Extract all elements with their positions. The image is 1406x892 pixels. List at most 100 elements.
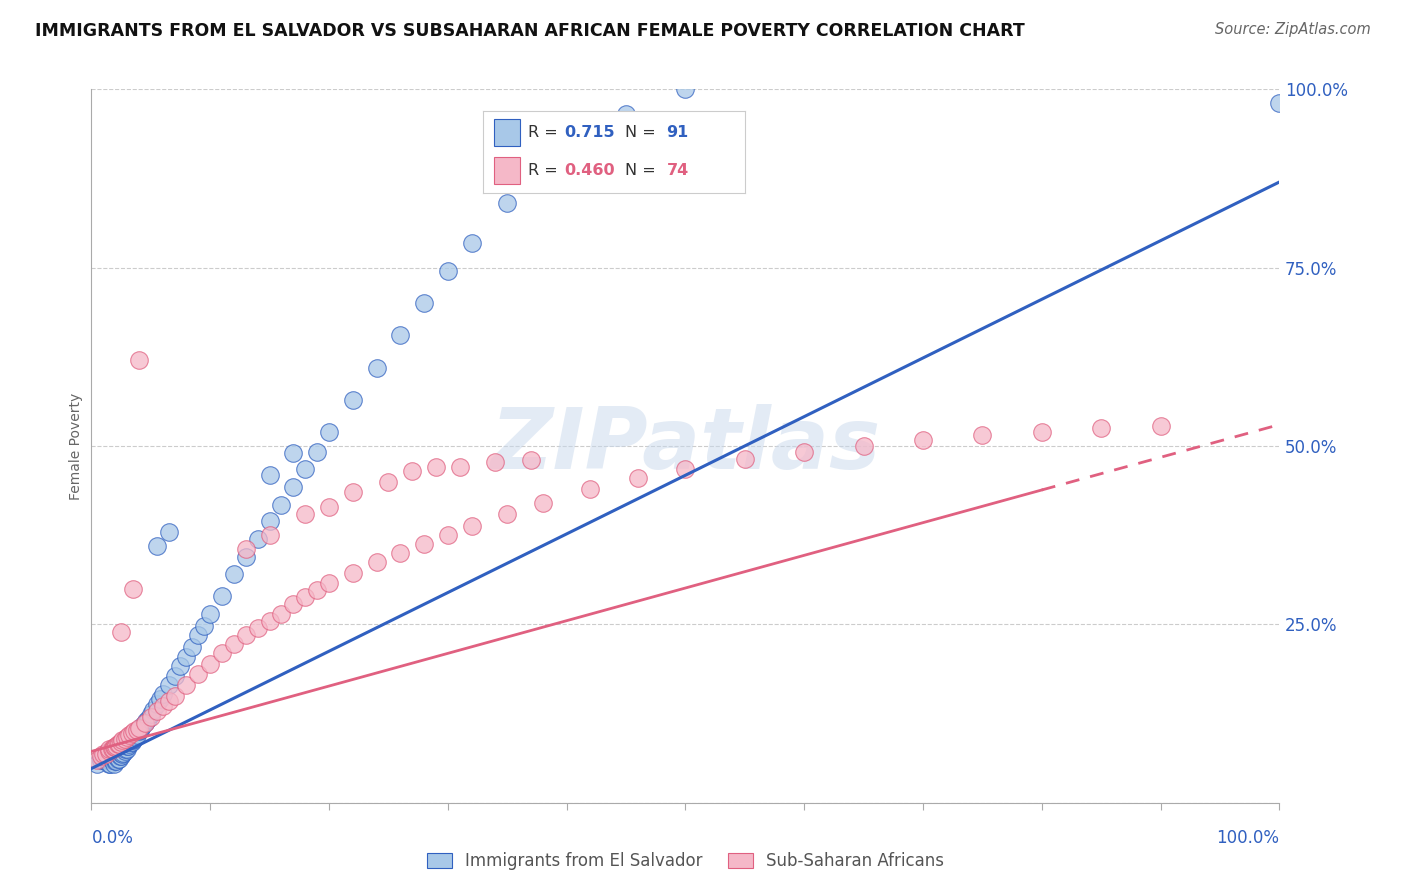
Point bbox=[111, 733, 134, 747]
Point bbox=[107, 747, 129, 762]
Point bbox=[129, 723, 152, 737]
Point bbox=[128, 353, 150, 368]
Point bbox=[122, 731, 145, 746]
Point bbox=[104, 751, 127, 765]
Point bbox=[152, 687, 174, 701]
Point bbox=[259, 514, 281, 528]
Point bbox=[121, 735, 143, 749]
Point bbox=[120, 735, 142, 749]
Point bbox=[152, 699, 174, 714]
Point bbox=[139, 710, 162, 724]
Point bbox=[98, 756, 121, 771]
Point bbox=[389, 546, 412, 560]
Point bbox=[673, 462, 696, 476]
Point bbox=[114, 742, 136, 756]
Point bbox=[259, 614, 281, 628]
Point bbox=[294, 462, 316, 476]
Legend: Immigrants from El Salvador, Sub-Saharan Africans: Immigrants from El Salvador, Sub-Saharan… bbox=[420, 846, 950, 877]
Point bbox=[107, 747, 129, 762]
Point bbox=[235, 542, 257, 557]
Point bbox=[246, 621, 269, 635]
Point bbox=[484, 455, 506, 469]
Text: IMMIGRANTS FROM EL SALVADOR VS SUBSAHARAN AFRICAN FEMALE POVERTY CORRELATION CHA: IMMIGRANTS FROM EL SALVADOR VS SUBSAHARA… bbox=[35, 22, 1025, 40]
Point bbox=[94, 747, 117, 762]
Point bbox=[107, 751, 129, 765]
Point bbox=[145, 705, 167, 719]
Point bbox=[200, 607, 222, 621]
Point bbox=[86, 756, 108, 771]
Point bbox=[100, 749, 122, 764]
Point bbox=[163, 669, 186, 683]
Y-axis label: Female Poverty: Female Poverty bbox=[69, 392, 83, 500]
Text: ZIPatlas: ZIPatlas bbox=[491, 404, 880, 488]
Point bbox=[187, 667, 209, 681]
Point bbox=[105, 749, 128, 764]
Point bbox=[114, 744, 136, 758]
Point bbox=[673, 82, 696, 96]
Point bbox=[307, 444, 329, 458]
Point bbox=[104, 740, 127, 755]
Point bbox=[627, 471, 650, 485]
Point bbox=[98, 753, 121, 767]
Point bbox=[270, 607, 292, 621]
Point bbox=[1031, 425, 1053, 439]
Point bbox=[972, 428, 994, 442]
Point bbox=[134, 715, 156, 730]
Point bbox=[107, 737, 129, 751]
Point bbox=[852, 439, 875, 453]
Point bbox=[135, 714, 157, 728]
Point bbox=[121, 726, 143, 740]
Text: 0.0%: 0.0% bbox=[91, 829, 134, 847]
Point bbox=[283, 446, 305, 460]
Point bbox=[294, 507, 316, 521]
Point bbox=[169, 658, 191, 673]
Point bbox=[911, 434, 934, 448]
Point bbox=[259, 467, 281, 482]
Point bbox=[283, 598, 305, 612]
Point bbox=[104, 746, 127, 760]
Point bbox=[105, 755, 128, 769]
Point bbox=[294, 591, 316, 605]
Point bbox=[90, 753, 112, 767]
Point bbox=[117, 739, 139, 753]
Point bbox=[125, 728, 148, 742]
Point bbox=[283, 480, 305, 494]
Point bbox=[318, 576, 340, 591]
Point bbox=[104, 749, 127, 764]
Point bbox=[342, 566, 364, 580]
Point bbox=[342, 485, 364, 500]
Point bbox=[98, 749, 121, 764]
Point bbox=[107, 737, 129, 751]
Point bbox=[176, 678, 198, 692]
Point bbox=[145, 539, 167, 553]
Point bbox=[91, 753, 114, 767]
Point bbox=[124, 730, 146, 744]
Point bbox=[1090, 421, 1112, 435]
Point bbox=[531, 496, 554, 510]
Point bbox=[531, 164, 554, 178]
Point bbox=[614, 107, 637, 121]
Point bbox=[122, 733, 145, 747]
Point bbox=[193, 619, 215, 633]
Point bbox=[86, 753, 108, 767]
Point bbox=[436, 264, 458, 278]
Point bbox=[366, 360, 388, 375]
Point bbox=[125, 723, 148, 737]
Point bbox=[122, 582, 145, 596]
Point bbox=[118, 737, 141, 751]
Point bbox=[103, 740, 125, 755]
Point bbox=[128, 724, 150, 739]
Point bbox=[157, 678, 180, 692]
Point bbox=[108, 749, 131, 764]
Point bbox=[98, 742, 121, 756]
Point bbox=[318, 500, 340, 514]
Point bbox=[436, 528, 458, 542]
Point bbox=[98, 744, 121, 758]
Point bbox=[110, 624, 132, 639]
Point bbox=[413, 296, 436, 310]
Point bbox=[110, 749, 132, 764]
Point bbox=[222, 567, 245, 582]
Point bbox=[342, 392, 364, 407]
Point bbox=[211, 646, 233, 660]
Point bbox=[235, 628, 257, 642]
